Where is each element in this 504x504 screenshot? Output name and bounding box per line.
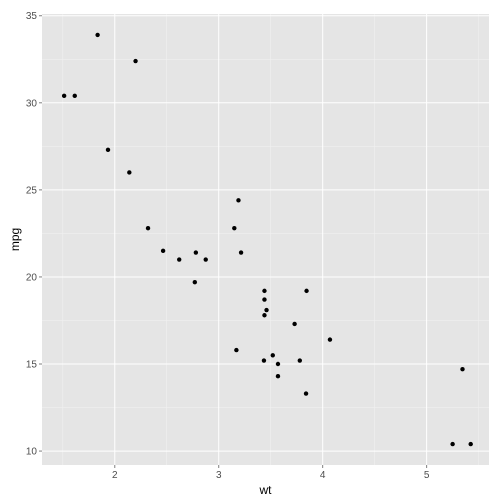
data-point — [177, 257, 182, 262]
data-point — [234, 347, 239, 353]
major-gridlines — [42, 14, 489, 465]
data-point — [303, 391, 309, 396]
data-point — [145, 225, 151, 231]
data-point — [450, 441, 455, 447]
data-points — [61, 32, 473, 447]
axis-ticks — [39, 15, 428, 468]
data-point — [460, 367, 465, 372]
data-point — [264, 307, 269, 313]
data-point — [275, 373, 281, 379]
y-tick-label: 20 — [26, 272, 38, 283]
data-point — [261, 358, 267, 363]
y-tick-label: 35 — [26, 11, 38, 22]
data-point — [127, 170, 132, 175]
minor-gridlines — [42, 14, 489, 465]
data-point — [327, 337, 333, 342]
x-tick-label: 3 — [216, 470, 222, 481]
y-tick-label: 15 — [26, 360, 38, 371]
data-point — [193, 250, 199, 255]
data-point — [95, 32, 100, 38]
x-tick-label: 2 — [112, 470, 118, 481]
plot-panel — [42, 14, 489, 465]
data-point — [133, 58, 138, 64]
y-tick-label: 25 — [26, 185, 38, 196]
data-point — [203, 257, 208, 262]
x-tick-label: 5 — [424, 470, 430, 481]
data-point — [468, 441, 473, 447]
data-point — [238, 250, 244, 255]
data-point — [297, 358, 303, 363]
data-point — [192, 279, 198, 285]
data-point — [160, 248, 166, 254]
y-axis-title: mpg — [8, 228, 22, 251]
x-axis-tick-labels: 2 3 4 5 — [112, 470, 430, 481]
data-point — [105, 147, 111, 153]
data-point — [262, 297, 267, 302]
data-point — [292, 321, 297, 327]
data-point — [72, 93, 77, 99]
data-point — [232, 225, 237, 231]
y-axis-tick-labels: 10 15 20 25 30 35 — [26, 11, 38, 457]
data-point — [275, 361, 281, 367]
y-tick-label: 10 — [26, 447, 38, 458]
x-tick-label: 4 — [320, 470, 326, 481]
y-tick-label: 30 — [26, 98, 38, 109]
data-point — [262, 313, 267, 318]
data-point — [270, 353, 275, 358]
x-axis-title: wt — [259, 483, 273, 497]
data-point — [262, 288, 267, 294]
data-point — [61, 93, 67, 99]
data-point — [304, 288, 309, 294]
data-point — [236, 198, 241, 203]
